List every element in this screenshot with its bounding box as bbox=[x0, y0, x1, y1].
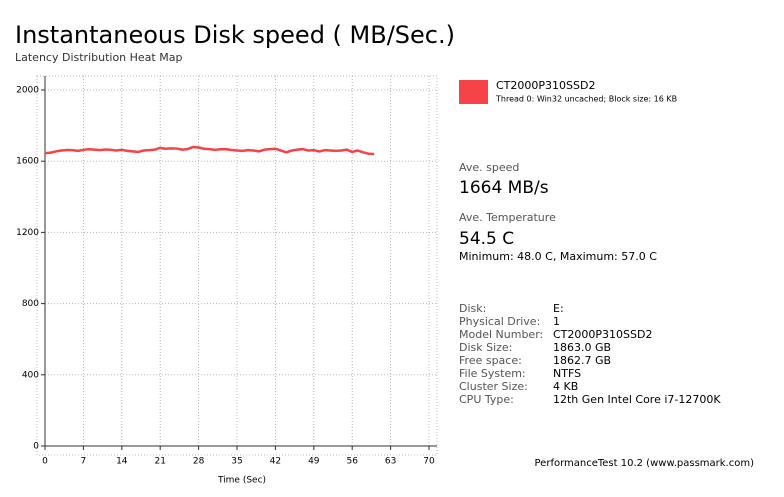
y-tick-label: 1200 bbox=[16, 228, 39, 238]
legend-detail: Thread 0: Win32 uncached; Block size: 16… bbox=[495, 95, 677, 104]
temp-value: 54.5 C bbox=[459, 229, 514, 249]
info-value: 4 KB bbox=[553, 380, 578, 393]
temp-range: Minimum: 48.0 C, Maximum: 57.0 C bbox=[459, 250, 657, 263]
info-label: Disk: bbox=[459, 302, 486, 315]
y-tick-label: 2000 bbox=[16, 86, 39, 96]
chart-title: Instantaneous Disk speed ( MB/Sec.) bbox=[15, 21, 455, 49]
x-tick-label: 35 bbox=[231, 457, 242, 467]
y-tick-label: 800 bbox=[22, 299, 39, 309]
x-tick-label: 70 bbox=[423, 457, 435, 467]
info-value: NTFS bbox=[553, 367, 581, 380]
x-tick-label: 7 bbox=[81, 457, 87, 467]
info-value: 12th Gen Intel Core i7-12700K bbox=[553, 393, 721, 406]
info-value: CT2000P310SSD2 bbox=[553, 328, 652, 341]
y-tick-label: 0 bbox=[33, 442, 39, 452]
chart-subtitle: Latency Distribution Heat Map bbox=[15, 51, 182, 64]
x-tick-label: 56 bbox=[346, 457, 358, 467]
info-value: 1862.7 GB bbox=[553, 354, 611, 367]
x-axis-label: Time (Sec) bbox=[217, 476, 266, 486]
x-tick-label: 21 bbox=[154, 457, 165, 467]
plot-frame bbox=[36, 75, 438, 456]
x-tick-label: 63 bbox=[385, 457, 396, 467]
x-tick-label: 0 bbox=[42, 457, 48, 467]
series-line bbox=[44, 145, 375, 156]
y-tick-label: 400 bbox=[22, 370, 39, 380]
info-label: Free space: bbox=[459, 354, 522, 367]
speed-label: Ave. speed bbox=[459, 161, 519, 174]
y-tick-label: 1600 bbox=[16, 157, 39, 167]
info-label: Cluster Size: bbox=[459, 380, 528, 393]
footer: PerformanceTest 10.2 (www.passmark.com) bbox=[535, 458, 755, 469]
x-tick-label: 49 bbox=[308, 457, 320, 467]
info-value: E: bbox=[553, 302, 564, 315]
info-label: Disk Size: bbox=[459, 341, 512, 354]
x-tick-label: 42 bbox=[270, 457, 281, 467]
x-tick-label: 14 bbox=[116, 457, 128, 467]
legend-label: CT2000P310SSD2 bbox=[496, 79, 595, 92]
info-label: Model Number: bbox=[459, 328, 543, 341]
info-label: File System: bbox=[459, 367, 526, 380]
legend-swatch bbox=[459, 80, 488, 104]
info-value: 1863.0 GB bbox=[553, 341, 611, 354]
info-label: CPU Type: bbox=[459, 393, 514, 406]
info-label: Physical Drive: bbox=[459, 315, 540, 328]
x-tick-label: 28 bbox=[193, 457, 205, 467]
info-value: 1 bbox=[553, 315, 560, 328]
temp-label: Ave. Temperature bbox=[459, 211, 556, 224]
speed-value: 1664 MB/s bbox=[459, 178, 549, 198]
